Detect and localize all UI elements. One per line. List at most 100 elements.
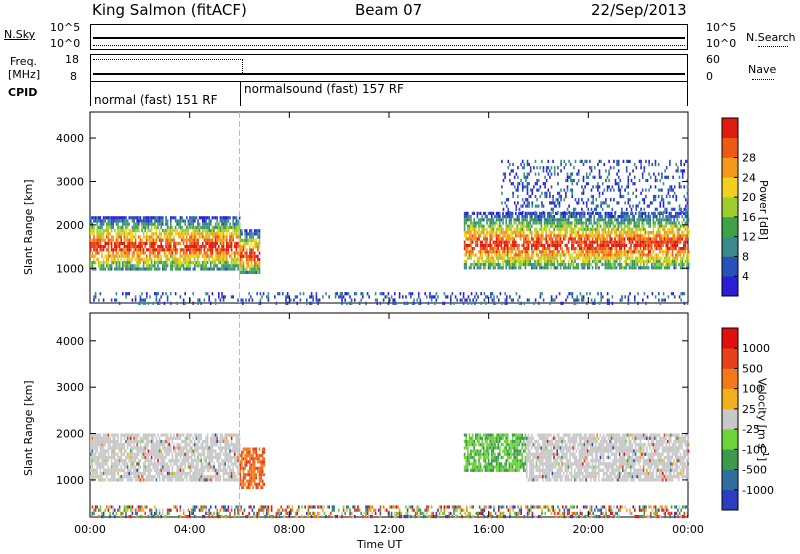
data-cell (166, 219, 169, 223)
data-cell (139, 301, 142, 305)
data-cell (98, 459, 100, 463)
data-cell (195, 225, 198, 229)
data-cell (101, 452, 103, 456)
data-cell (563, 234, 565, 238)
data-cell (601, 207, 604, 211)
data-cell (494, 263, 496, 267)
data-cell (502, 178, 505, 183)
data-cell (671, 231, 674, 235)
data-cell (226, 241, 228, 245)
data-cell (205, 267, 207, 271)
data-cell (637, 204, 639, 208)
data-cell (238, 216, 241, 220)
data-cell (657, 234, 659, 238)
data-cell (123, 468, 126, 472)
data-cell (468, 253, 471, 257)
data-cell (90, 238, 92, 242)
data-cell (524, 253, 527, 257)
data-cell (508, 221, 511, 225)
data-cell (491, 215, 493, 219)
data-cell (519, 231, 522, 235)
data-cell (601, 201, 604, 205)
data-cell (517, 166, 519, 170)
data-cell (625, 218, 627, 222)
data-cell (574, 247, 576, 251)
data-cell (513, 231, 515, 235)
data-cell (502, 256, 504, 260)
data-cell (545, 227, 547, 231)
data-cell (206, 222, 209, 226)
data-cell (628, 237, 631, 241)
data-cell (529, 231, 531, 235)
data-cell (176, 462, 178, 466)
data-cell (134, 436, 137, 440)
data-cell (521, 231, 523, 235)
data-cell (170, 264, 172, 268)
data-cell (550, 256, 552, 260)
data-cell (117, 433, 119, 437)
data-cell (487, 218, 490, 222)
data-cell (214, 216, 217, 220)
data-cell (91, 475, 94, 479)
data-cell (558, 231, 560, 235)
data-cell (142, 468, 145, 472)
data-cell (539, 227, 541, 231)
data-cell (114, 478, 116, 482)
data-cell (491, 253, 493, 257)
data-cell (642, 298, 644, 302)
data-cell (160, 235, 162, 239)
data-cell (643, 221, 645, 225)
data-cell (222, 261, 225, 265)
data-cell (607, 263, 610, 267)
data-cell (110, 254, 113, 258)
data-cell (93, 254, 95, 258)
data-cell (678, 215, 680, 219)
data-cell (176, 459, 178, 463)
data-cell (154, 257, 156, 261)
data-cell (527, 247, 530, 251)
data-cell (195, 245, 198, 249)
data-cell (596, 221, 599, 225)
data-cell (285, 295, 287, 299)
data-cell (144, 301, 146, 305)
data-cell (647, 256, 650, 260)
data-cell (636, 237, 639, 241)
data-cell (157, 261, 159, 265)
data-cell (617, 263, 619, 267)
data-cell (534, 231, 536, 235)
data-cell (467, 243, 469, 247)
data-cell (492, 224, 495, 228)
data-cell (181, 235, 183, 239)
data-cell (555, 256, 557, 260)
data-cell (192, 267, 194, 271)
data-cell (168, 465, 170, 469)
data-cell (218, 235, 220, 239)
data-cell (687, 250, 690, 254)
data-cell (109, 251, 111, 255)
data-cell (596, 266, 599, 270)
data-cell (160, 241, 162, 245)
data-cell (585, 172, 588, 176)
data-cell (633, 221, 635, 225)
data-cell (186, 216, 188, 220)
data-cell (109, 238, 111, 242)
data-cell (492, 211, 495, 215)
data-cell (176, 257, 178, 261)
data-cell (241, 248, 243, 252)
data-cell (115, 478, 118, 482)
data-cell (648, 159, 650, 163)
data-cell (170, 235, 172, 239)
data-cell (174, 267, 177, 271)
data-cell (531, 191, 534, 195)
data-cell (606, 185, 609, 189)
data-cell (117, 216, 119, 220)
data-cell (486, 253, 488, 257)
data-cell (497, 211, 499, 215)
data-cell (211, 241, 214, 245)
data-cell (664, 169, 666, 173)
data-cell (491, 263, 493, 267)
data-cell (468, 243, 471, 247)
data-cell (507, 259, 509, 263)
data-cell (142, 433, 145, 437)
data-cell (195, 238, 198, 242)
